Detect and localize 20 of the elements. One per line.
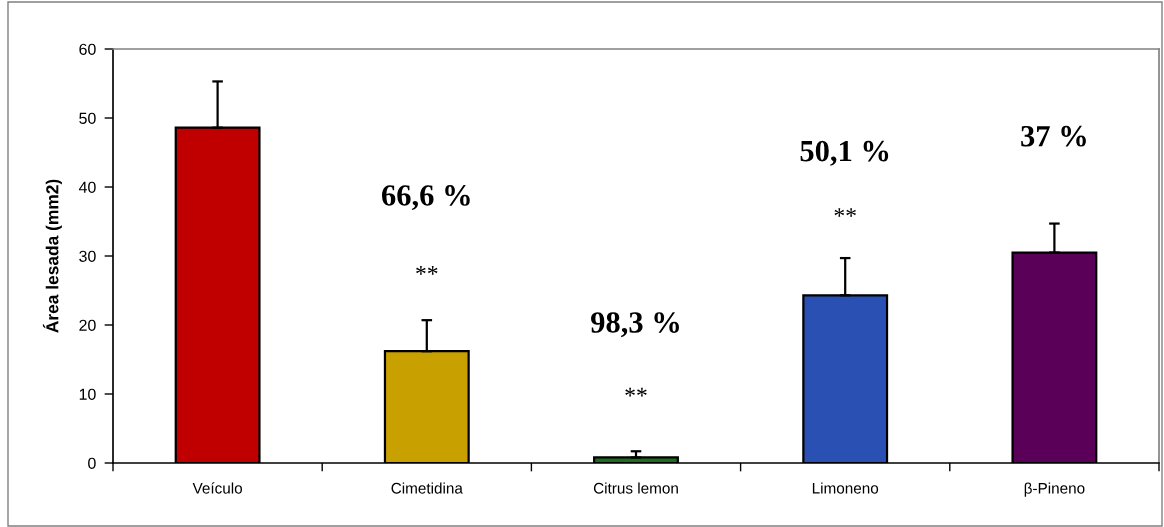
annotation: 50,1 %: [800, 140, 889, 166]
x-tick-label: Citrus lemon: [593, 482, 678, 494]
annotation: **: [416, 266, 438, 275]
y-tick-label: 30: [79, 250, 96, 262]
annotation: **: [625, 387, 647, 397]
y-tick-label: 0: [88, 457, 96, 469]
y-tick-label: 10: [79, 388, 96, 400]
y-tick-label: 60: [79, 43, 96, 55]
y-tick-label: 20: [79, 319, 96, 331]
x-tick-label: Limoneno: [812, 482, 879, 494]
annotation: 37 %: [1021, 125, 1086, 147]
annotation: 98,3 %: [591, 312, 679, 338]
annotation: **: [834, 208, 856, 217]
y-axis-title: Área lesada (mm2): [42, 179, 62, 333]
x-tick-label: β-Pineno: [1024, 482, 1085, 497]
x-tick-label: Veículo: [192, 482, 243, 494]
y-tick-label: 50: [79, 112, 96, 124]
x-tick-label: Cimetidina: [391, 482, 463, 494]
annotation: 66,6 %: [382, 185, 470, 211]
y-tick-label: 40: [78, 181, 96, 193]
